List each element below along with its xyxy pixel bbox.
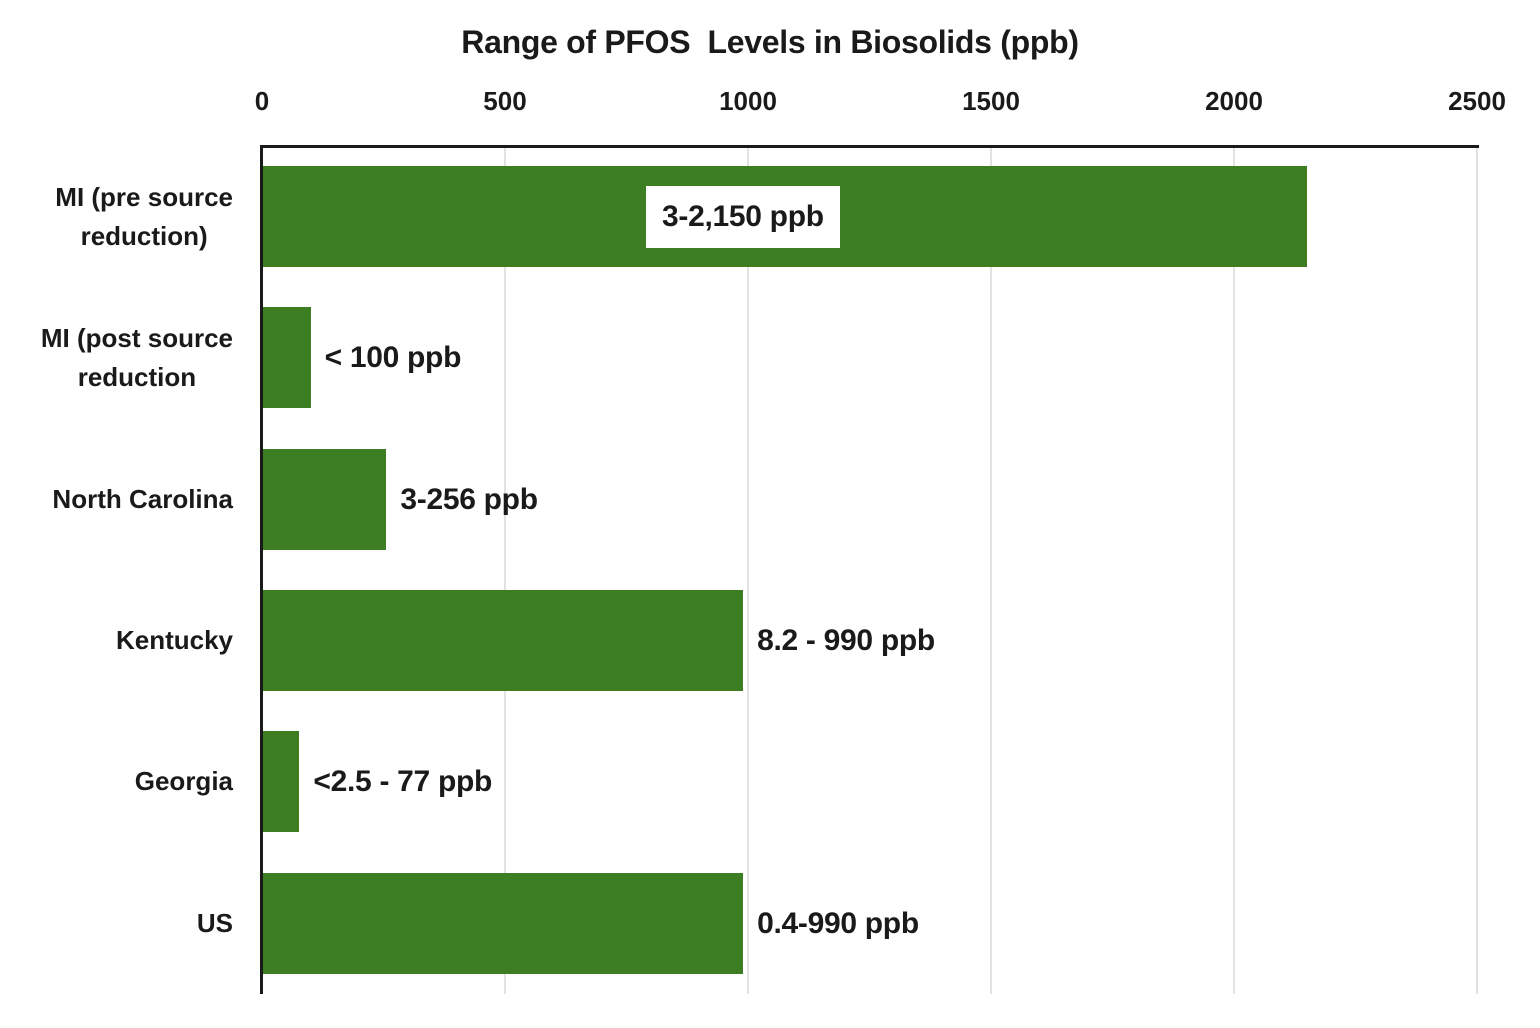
x-axis-tick-2000: 2000 [1205, 86, 1263, 116]
bar-value-label-kentucky: 8.2 - 990 ppb [757, 623, 935, 657]
x-axis-tick-2500: 2500 [1448, 86, 1506, 116]
bar-value-label-mi-post: < 100 ppb [324, 340, 462, 374]
bar-georgia [262, 731, 300, 832]
y-axis-line [260, 145, 263, 994]
bar-row-north-carolina: North Carolina 3-256 ppb [0, 449, 1540, 550]
bar-row-mi-post: MI (post source reduction < 100 ppb [0, 307, 1540, 408]
bar-row-us: US 0.4-990 ppb [0, 873, 1540, 974]
gridline-1500 [990, 147, 992, 994]
gridline-1000 [747, 147, 749, 994]
category-label-north-carolina: North Carolina [52, 484, 233, 514]
gridline-500 [504, 147, 506, 994]
category-label-georgia: Georgia [134, 766, 233, 796]
category-label-mi-pre: MI (pre source reduction) [55, 181, 233, 251]
x-axis-tick-1000: 1000 [719, 86, 777, 116]
bar-value-label-us: 0.4-990 ppb [757, 906, 919, 940]
plot-top-border [262, 145, 1479, 148]
bar-value-label-box-mi-pre: 3-2,150 ppb [646, 186, 840, 248]
bar-mi-post [262, 307, 311, 408]
bar-row-georgia: Georgia <2.5 - 77 ppb [0, 731, 1540, 832]
bar-kentucky [262, 590, 744, 691]
category-label-us: US [196, 908, 233, 938]
category-label-mi-post: MI (post source reduction [40, 322, 233, 392]
bar-value-label-north-carolina: 3-256 ppb [400, 482, 538, 516]
x-axis-tick-500: 500 [483, 86, 527, 116]
bar-row-mi-pre: MI (pre source reduction) 3-2,150 ppb [0, 166, 1540, 267]
chart-title: Range of PFOS Levels in Biosolids (ppb) [461, 24, 1079, 60]
bar-us [262, 873, 744, 974]
category-label-kentucky: Kentucky [115, 625, 233, 655]
bar-value-label-georgia: <2.5 - 77 ppb [313, 764, 493, 798]
bar-north-carolina [262, 449, 387, 550]
gridline-2000 [1233, 147, 1235, 994]
x-axis-tick-0: 0 [254, 86, 270, 116]
gridline-2500 [1476, 147, 1478, 994]
bar-row-kentucky: Kentucky 8.2 - 990 ppb [0, 590, 1540, 691]
x-axis-tick-1500: 1500 [962, 86, 1020, 116]
